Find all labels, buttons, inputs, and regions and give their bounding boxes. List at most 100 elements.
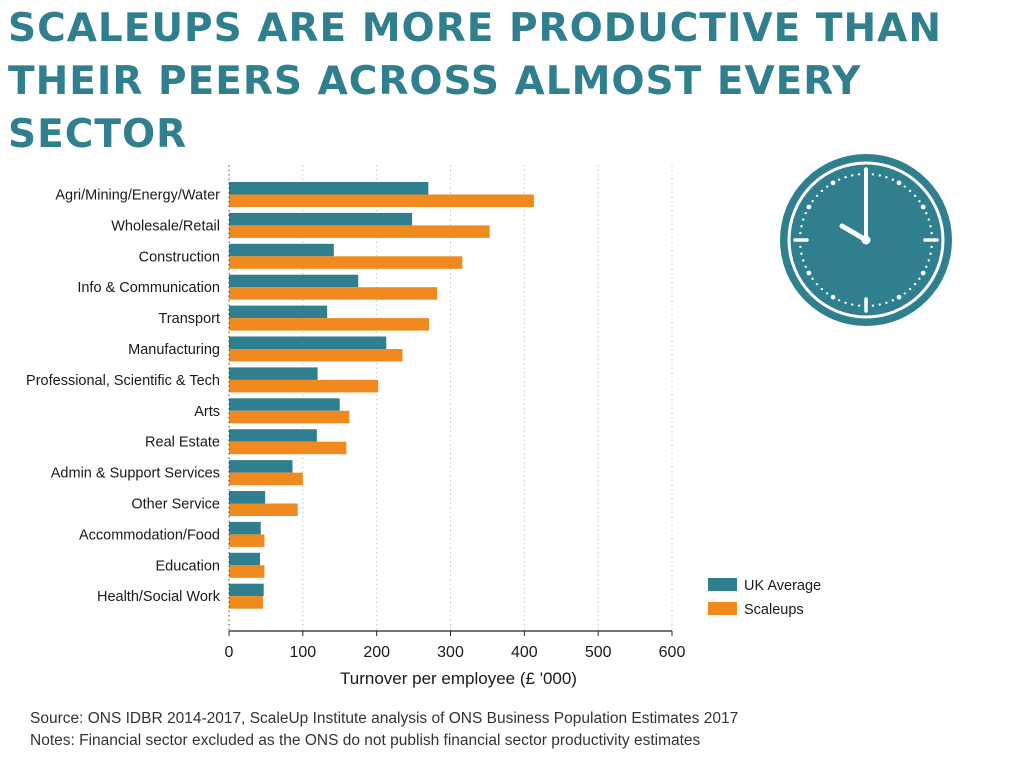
clock-dot: [830, 180, 836, 186]
bar-uk-average: [229, 521, 261, 535]
category-label: Manufacturing: [128, 342, 220, 358]
clock-minor-dot: [927, 259, 930, 262]
clock-minor-dot: [891, 178, 895, 181]
clock-dot: [896, 294, 902, 300]
clock-minor-dot: [844, 301, 847, 304]
legend-swatch: [708, 578, 737, 591]
clock-minor-dot: [844, 176, 847, 179]
category-label: Real Estate: [145, 435, 220, 451]
bar-uk-average: [229, 552, 261, 566]
category-label: Wholesale/Retail: [111, 218, 220, 234]
clock-minor-dot: [925, 265, 928, 269]
clock-minor-dot: [903, 185, 906, 188]
x-tick-label: 600: [659, 644, 686, 661]
x-axis-label: Turnover per employee (£ '000): [340, 669, 577, 688]
clock-minor-dot: [837, 178, 841, 181]
chart-legend: UK Average Scaleups: [708, 578, 821, 618]
clock-minor-dot: [903, 292, 906, 295]
bar-uk-average: [229, 398, 340, 411]
bar-uk-average: [229, 212, 413, 226]
bar-scaleups: [229, 349, 403, 362]
chart-grid: [302, 165, 673, 631]
clock-minor-dot: [885, 301, 888, 304]
footer: Source: ONS IDBR 2014-2017, ScaleUp Inst…: [30, 708, 738, 752]
x-tick-label: 400: [511, 644, 538, 661]
clock-minor-dot: [929, 225, 932, 228]
clock-minor-dot: [908, 189, 912, 193]
clock-minor-dot: [820, 287, 824, 291]
bar-scaleups: [229, 256, 463, 269]
clock-minor-dot: [929, 252, 932, 255]
legend-label: UK Average: [744, 578, 821, 594]
bar-uk-average: [229, 243, 334, 257]
clock-minor-dot: [930, 245, 933, 249]
clock-minor-dot: [799, 245, 802, 249]
clock-minor-dot: [891, 299, 895, 302]
category-label: Professional, Scientific & Tech: [26, 373, 220, 389]
clock-ring: [787, 161, 945, 319]
bar-uk-average: [229, 460, 293, 473]
category-label: Construction: [139, 249, 220, 265]
bar-uk-average: [229, 182, 429, 195]
clock-minor-dot: [811, 200, 814, 203]
bar-uk-average: [229, 429, 317, 442]
clock-minor-dot: [857, 304, 861, 307]
bar-scaleups: [229, 441, 347, 455]
clock-minor-dot: [800, 225, 803, 228]
category-label: Admin & Support Services: [51, 466, 220, 482]
bar-scaleups: [229, 565, 265, 578]
clock-minor-dot: [930, 231, 933, 235]
chart-bars: [229, 182, 534, 609]
x-tick-label: 500: [585, 644, 612, 661]
category-label: Health/Social Work: [97, 589, 221, 605]
clock-icon: [780, 154, 952, 326]
bar-scaleups: [229, 596, 263, 609]
category-label: Agri/Mining/Energy/Water: [55, 188, 220, 204]
clock-minor-dot: [878, 303, 881, 306]
clock-dot: [896, 180, 902, 186]
clock-dot: [920, 204, 926, 210]
clock-minor-dot: [851, 303, 854, 306]
clock-minor-dot: [871, 304, 875, 307]
bar-scaleups: [229, 503, 298, 516]
clock-dot: [920, 270, 926, 276]
category-label: Other Service: [131, 497, 220, 513]
clock-minor-dot: [925, 211, 928, 215]
clock-minor-dot: [908, 287, 912, 291]
clock-minor-dot: [918, 277, 921, 280]
clock-minor-dot: [885, 176, 888, 179]
bar-uk-average: [229, 583, 264, 597]
clock-center: [861, 235, 871, 245]
bar-uk-average: [229, 336, 387, 349]
clock-minor-dot: [802, 259, 805, 262]
page-title: SCALEUPS ARE MORE PRODUCTIVE THAN THEIR …: [8, 2, 1028, 161]
clock-dot: [830, 294, 836, 300]
bar-uk-average: [229, 367, 318, 380]
clock-dot: [806, 270, 812, 276]
x-tick-label: 200: [363, 644, 390, 661]
bar-scaleups: [229, 287, 438, 300]
bar-scaleups: [229, 225, 490, 238]
title-line-2: THEIR PEERS ACROSS ALMOST EVERY SECTOR: [8, 59, 862, 157]
category-label: Info & Communication: [77, 280, 220, 296]
bar-scaleups: [229, 410, 350, 424]
legend-label: Scaleups: [744, 602, 804, 618]
clock-dot: [806, 204, 812, 210]
clock-minor-dot: [804, 211, 807, 215]
clock-minor-dot: [811, 277, 814, 280]
x-tick-label: 100: [289, 644, 316, 661]
bar-uk-average: [229, 305, 328, 319]
x-axis: 0 100 200 300 400 500 600 Turnover per employee…: [225, 165, 686, 688]
clock-minor-dot: [800, 252, 803, 255]
x-tick-label: 300: [437, 644, 464, 661]
clock-minor-dot: [826, 185, 829, 188]
clock-minor-dot: [815, 194, 819, 198]
bar-scaleups: [229, 534, 265, 547]
source-note: Source: ONS IDBR 2014-2017, ScaleUp Inst…: [30, 710, 739, 727]
bar-scaleups: [229, 318, 430, 331]
category-label: Arts: [194, 404, 220, 420]
clock-minor-dot: [913, 282, 917, 286]
category-labels: Agri/Mining/Energy/Water Wholesale/Retail…: [26, 188, 221, 606]
clock-minor-dot: [878, 174, 881, 177]
